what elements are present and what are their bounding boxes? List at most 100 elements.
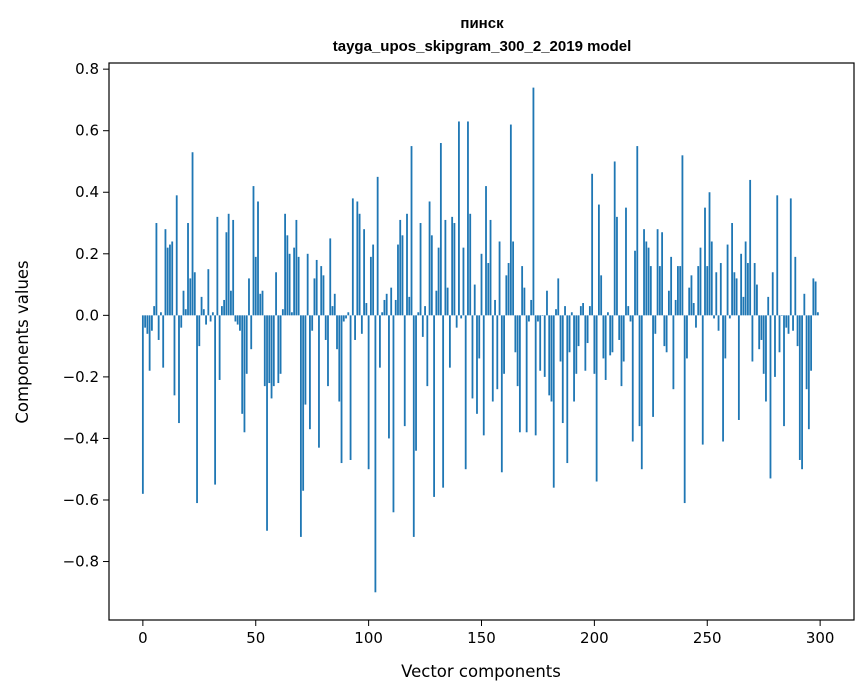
bar <box>566 315 569 464</box>
bar <box>259 293 262 316</box>
bar <box>379 315 381 368</box>
bar <box>803 293 806 316</box>
bar <box>507 263 510 316</box>
y-tick-label: −0.6 <box>63 491 99 509</box>
bar <box>180 315 183 328</box>
bar <box>209 315 212 322</box>
bar <box>478 315 481 359</box>
bar <box>667 290 670 316</box>
bar <box>771 272 774 316</box>
bar <box>360 315 363 334</box>
bar <box>807 315 810 430</box>
bar <box>306 253 309 316</box>
y-axis-ticks: −0.8 −0.6 −0.4 −0.2 0.0 0.2 0.4 0.6 0.8 <box>63 60 109 571</box>
bar <box>458 121 460 316</box>
bar <box>530 299 533 316</box>
bar <box>148 315 151 371</box>
bar <box>351 198 354 316</box>
bar <box>570 312 573 316</box>
bar <box>412 315 415 537</box>
bar <box>737 315 740 420</box>
bar <box>227 213 230 316</box>
bar <box>778 315 781 353</box>
bar <box>261 290 264 316</box>
bar <box>704 207 706 316</box>
y-tick-label: 0.2 <box>75 245 99 263</box>
bar <box>327 315 329 387</box>
bar-series <box>141 87 819 593</box>
bar <box>735 278 738 316</box>
bar <box>205 315 207 325</box>
bar <box>509 124 512 316</box>
bar <box>616 216 618 316</box>
bar <box>437 247 440 316</box>
bar <box>464 315 467 470</box>
bar <box>275 272 277 316</box>
bar <box>252 186 255 316</box>
bar <box>239 315 241 331</box>
bar <box>805 315 808 390</box>
bar <box>374 315 377 593</box>
bar <box>200 296 203 316</box>
y-tick-label: −0.4 <box>63 429 99 447</box>
bar <box>336 315 338 350</box>
bar <box>189 278 192 316</box>
bar <box>448 315 451 368</box>
bar <box>814 281 817 316</box>
bar <box>182 290 185 316</box>
bar <box>494 299 496 316</box>
bar <box>688 287 691 316</box>
bar <box>272 315 275 387</box>
bar <box>220 306 223 316</box>
bar <box>254 256 257 316</box>
bar <box>584 315 587 371</box>
bar <box>568 315 571 353</box>
x-tick-label: 150 <box>467 629 496 647</box>
bar <box>333 293 336 316</box>
bar <box>534 315 537 436</box>
bar <box>697 266 700 316</box>
bar <box>216 216 219 316</box>
y-axis-label: Components values <box>13 260 32 423</box>
bar <box>555 309 557 316</box>
bar <box>638 315 641 427</box>
bar <box>230 290 232 316</box>
bar <box>789 198 792 316</box>
bar <box>500 315 503 473</box>
bar <box>146 315 149 334</box>
bar <box>388 315 390 439</box>
bar <box>686 315 688 359</box>
x-tick-label: 300 <box>806 629 835 647</box>
bar <box>232 219 235 316</box>
bar <box>290 312 293 316</box>
y-tick-label: 0.4 <box>75 183 99 201</box>
bar <box>471 315 474 399</box>
bar <box>191 152 194 316</box>
bar <box>548 315 551 396</box>
bar <box>338 315 341 402</box>
bar <box>297 256 300 316</box>
bar <box>473 284 476 316</box>
bar <box>654 315 657 334</box>
bar <box>625 207 627 316</box>
bar <box>728 315 731 319</box>
bar <box>196 315 198 504</box>
x-tick-label: 250 <box>693 629 722 647</box>
bar <box>430 235 433 316</box>
bar <box>783 315 785 427</box>
bar <box>313 278 316 316</box>
bar <box>760 315 763 340</box>
bar <box>582 303 584 316</box>
bar <box>645 241 648 316</box>
bar <box>340 315 343 464</box>
bar <box>349 315 352 460</box>
bar <box>281 309 284 316</box>
bar <box>575 315 578 374</box>
bar <box>385 293 388 316</box>
bar <box>173 315 176 396</box>
bar <box>410 146 413 316</box>
bar <box>550 315 553 402</box>
bar <box>609 315 612 356</box>
bar <box>708 192 711 316</box>
bar <box>295 219 298 316</box>
